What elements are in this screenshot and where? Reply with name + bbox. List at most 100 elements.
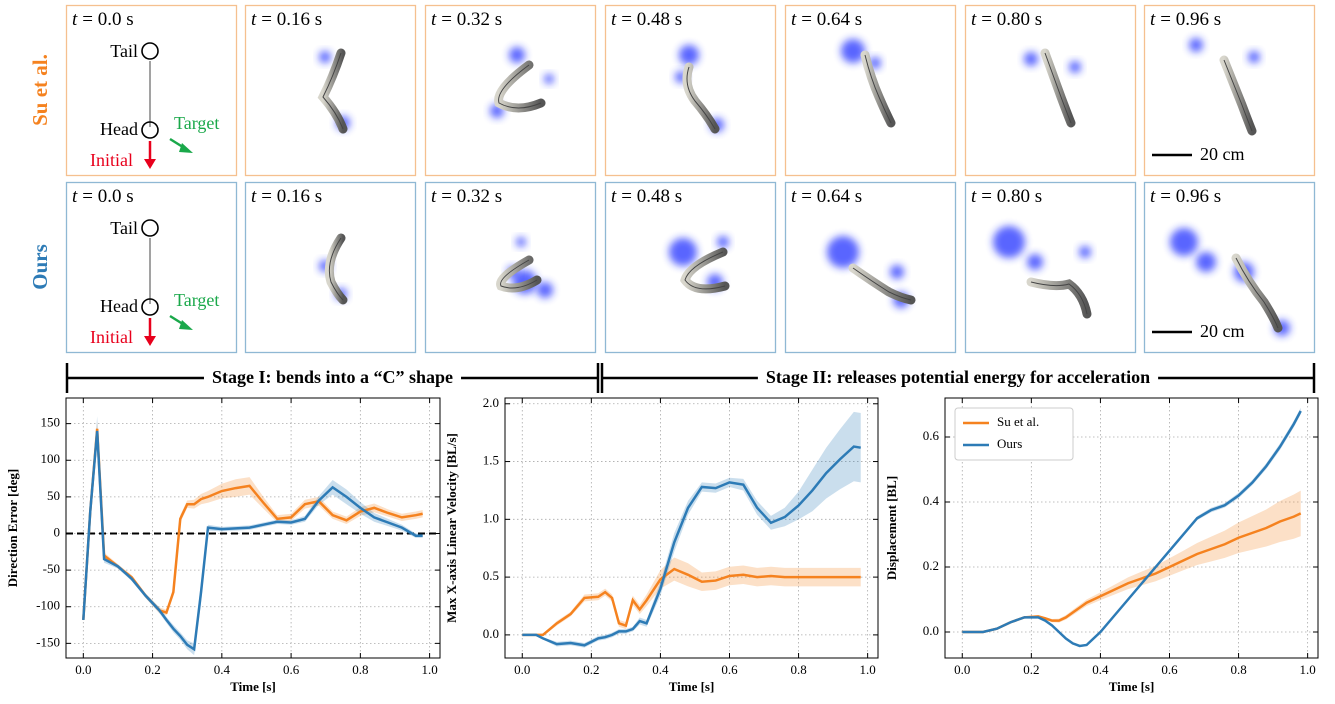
panel-frame xyxy=(964,181,1137,354)
time-label: t = 0.48 s xyxy=(611,9,682,30)
initial-label: Initial xyxy=(90,327,133,347)
time-label: t = 0.80 s xyxy=(971,186,1042,207)
time-var: t xyxy=(1150,9,1156,30)
y-tick-label: -100 xyxy=(36,598,60,613)
plot-border xyxy=(65,397,441,659)
flow-blob xyxy=(717,236,729,248)
y-tick-label: 0.0 xyxy=(923,623,939,638)
fish-edge xyxy=(498,64,542,109)
stage-label: Stage I: bends into a “C” shape xyxy=(212,367,453,387)
fish-edge xyxy=(500,259,538,289)
panel: t = 0.64 s xyxy=(784,4,957,177)
flow-blob xyxy=(890,265,904,279)
time-label: t = 0.64 s xyxy=(791,9,862,30)
flow-blob xyxy=(679,45,699,65)
x-tick-label: 0.4 xyxy=(214,662,231,677)
time-value: = 0.80 s xyxy=(981,186,1042,207)
panel-frame xyxy=(1143,4,1316,177)
flow-blob xyxy=(319,51,331,63)
panel: t = 0.96 s 20 cm xyxy=(1143,181,1316,354)
panel-frame xyxy=(424,4,597,177)
head-label: Head xyxy=(100,119,138,139)
series-line xyxy=(962,410,1302,648)
y-tick-label: 100 xyxy=(41,451,61,466)
flow-blob xyxy=(1248,51,1260,63)
time-var: t xyxy=(1150,186,1156,207)
flow-blob xyxy=(1189,38,1203,52)
time-var: t xyxy=(971,186,977,207)
flow-blob xyxy=(1024,52,1038,66)
tail-label: Tail xyxy=(110,218,138,238)
x-tick-label: 0.8 xyxy=(1230,662,1246,677)
flow-blob xyxy=(1196,252,1216,272)
stage-label-bg xyxy=(203,367,462,388)
x-tick-label: 0.0 xyxy=(954,662,970,677)
flow-blob xyxy=(993,226,1025,258)
plot-border xyxy=(504,397,879,659)
x-tick-label: 1.0 xyxy=(1300,662,1316,677)
series-line xyxy=(522,567,861,637)
legend-label: Su et al. xyxy=(997,414,1039,429)
y-tick-label: 0.6 xyxy=(923,428,940,443)
target-arrowhead xyxy=(179,320,193,330)
x-tick-label: 0.2 xyxy=(583,662,599,677)
flow-blob xyxy=(509,47,525,63)
y-tick-label: 0.0 xyxy=(483,626,499,641)
flow-blob xyxy=(1079,246,1091,258)
time-value: = 0.48 s xyxy=(621,186,682,207)
fish-edge xyxy=(322,52,344,130)
legend-label: Ours xyxy=(997,436,1022,451)
panel: t = 0.32 s xyxy=(424,181,597,354)
initial-arrowhead xyxy=(144,159,156,169)
panel: t = 0.64 s xyxy=(784,181,957,354)
scale-label: 20 cm xyxy=(1200,321,1245,341)
y-axis-label: Displacement [BL] xyxy=(884,476,899,580)
y-tick-label: 0.2 xyxy=(923,558,939,573)
time-label: t = 0.0 s xyxy=(72,9,134,30)
time-var: t xyxy=(791,9,797,30)
target-arrowhead xyxy=(179,143,193,153)
time-label: t = 0.32 s xyxy=(431,186,502,207)
time-value: = 0.0 s xyxy=(82,9,133,30)
time-var: t xyxy=(251,186,257,207)
time-var: t xyxy=(971,9,977,30)
x-tick-label: 0.8 xyxy=(790,662,806,677)
target-label: Target xyxy=(174,113,219,133)
time-label: t = 0.80 s xyxy=(971,9,1042,30)
time-label: t = 0.16 s xyxy=(251,9,322,30)
y-axis-label: Max X-axis Linear Velocity [BL/s] xyxy=(444,433,459,623)
time-value: = 0.0 s xyxy=(82,186,133,207)
panel-frame xyxy=(964,4,1137,177)
time-label: t = 0.16 s xyxy=(251,186,322,207)
head-label: Head xyxy=(100,296,138,316)
x-axis-label: Time [s] xyxy=(1109,679,1155,694)
x-tick-label: 0.0 xyxy=(514,662,530,677)
y-axis-label: Direction Error [deg] xyxy=(5,469,20,587)
flow-blob xyxy=(544,74,554,84)
initial-label: Initial xyxy=(90,150,133,170)
x-tick-label: 0.6 xyxy=(721,662,738,677)
series-line xyxy=(522,445,861,647)
fish-edge xyxy=(684,251,726,290)
y-tick-label: 2.0 xyxy=(483,395,499,410)
fish-edge xyxy=(864,54,892,124)
time-var: t xyxy=(251,9,257,30)
plot-border xyxy=(944,397,1319,659)
panel: t = 0.16 s xyxy=(244,181,417,354)
y-tick-label: 0.4 xyxy=(923,493,940,508)
panel: t = 0.48 s xyxy=(604,4,777,177)
time-var: t xyxy=(72,186,78,207)
row-label: Ours xyxy=(28,244,52,290)
flow-blob xyxy=(669,238,697,266)
tail-marker xyxy=(141,219,159,237)
y-tick-label: 1.5 xyxy=(483,453,499,468)
time-value: = 0.32 s xyxy=(441,186,502,207)
time-value: = 0.64 s xyxy=(801,186,862,207)
time-label: t = 0.96 s xyxy=(1150,9,1221,30)
series-line xyxy=(82,430,423,652)
plot-frame xyxy=(505,398,878,658)
flow-blob xyxy=(841,39,865,63)
time-value: = 0.32 s xyxy=(441,9,502,30)
initial-arrowhead xyxy=(144,336,156,346)
